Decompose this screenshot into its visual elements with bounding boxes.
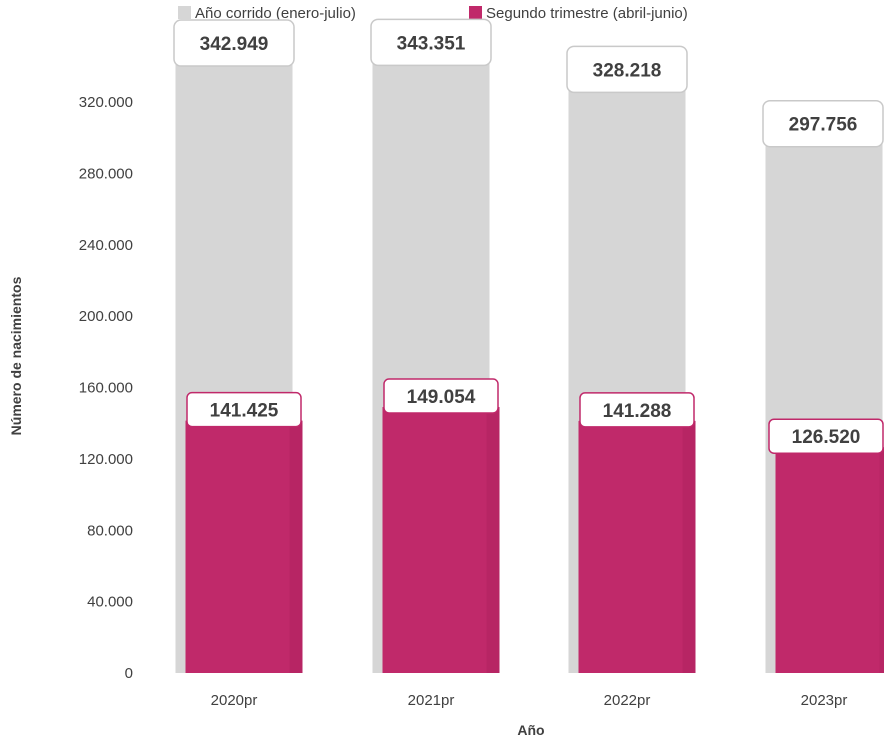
y-axis-ticks: 0 40.000 80.000 120.000 160.000 200.000 240.00…	[79, 94, 133, 682]
y-tick-label: 40.000	[87, 594, 133, 611]
legend-label: Año corrido (enero-julio)	[195, 5, 356, 22]
y-tick-label: 320.000	[79, 94, 133, 111]
y-tick-label: 280.000	[79, 165, 133, 182]
data-label-box	[173, 19, 295, 67]
x-tick-label: 2020pr	[211, 692, 258, 709]
x-axis-ticks: 2020pr 2021pr 2022pr 2023pr	[211, 692, 848, 709]
legend-swatch	[469, 6, 482, 19]
x-tick-label: 2022pr	[604, 692, 651, 709]
y-tick-label: 240.000	[79, 237, 133, 254]
bar-shade	[879, 447, 884, 673]
legend-swatch	[178, 6, 191, 19]
y-tick-label: 120.000	[79, 451, 133, 468]
y-axis-title: Número de nacimientos	[8, 276, 24, 435]
data-label-year-to-date: 328.218	[593, 60, 662, 81]
bar-2021pr-second-quarter	[382, 407, 500, 673]
data-label-year-to-date: 343.351	[397, 33, 466, 54]
x-axis-title: Año	[517, 722, 544, 738]
bar-shade	[486, 407, 500, 673]
y-tick-label: 0	[125, 665, 133, 682]
data-label-box	[370, 18, 492, 67]
y-tick-label: 80.000	[87, 522, 133, 539]
data-label-year-to-date: 297.756	[789, 115, 858, 136]
x-tick-label: 2023pr	[801, 692, 848, 709]
bar-2023pr-second-quarter	[775, 447, 884, 673]
data-label-year-to-date: 342.949	[200, 34, 269, 55]
data-label-box	[566, 45, 688, 94]
data-label-second-quarter: 149.054	[407, 387, 476, 408]
data-label-box	[383, 378, 499, 414]
data-label-second-quarter: 141.425	[210, 401, 279, 422]
bar-shade	[289, 420, 303, 673]
y-tick-label: 160.000	[79, 380, 133, 397]
bar-2020pr-second-quarter	[185, 420, 303, 673]
bars: 342.949 141.425 343.351 149.054 328.218 141.2…	[173, 18, 884, 674]
bar-shade	[682, 420, 696, 673]
data-label-box	[762, 99, 884, 148]
x-tick-label: 2021pr	[408, 692, 455, 709]
y-tick-label: 200.000	[79, 308, 133, 325]
legend-label: Segundo trimestre (abril-junio)	[486, 5, 688, 22]
data-label-box	[186, 391, 302, 428]
data-label-box	[768, 418, 884, 454]
data-label-box	[579, 392, 695, 428]
bar-2022pr-second-quarter	[578, 420, 696, 673]
data-label-second-quarter: 141.288	[603, 401, 672, 422]
legend: Año corrido (enero-julio) Segundo trimest…	[178, 5, 688, 22]
data-label-second-quarter: 126.520	[792, 427, 861, 448]
